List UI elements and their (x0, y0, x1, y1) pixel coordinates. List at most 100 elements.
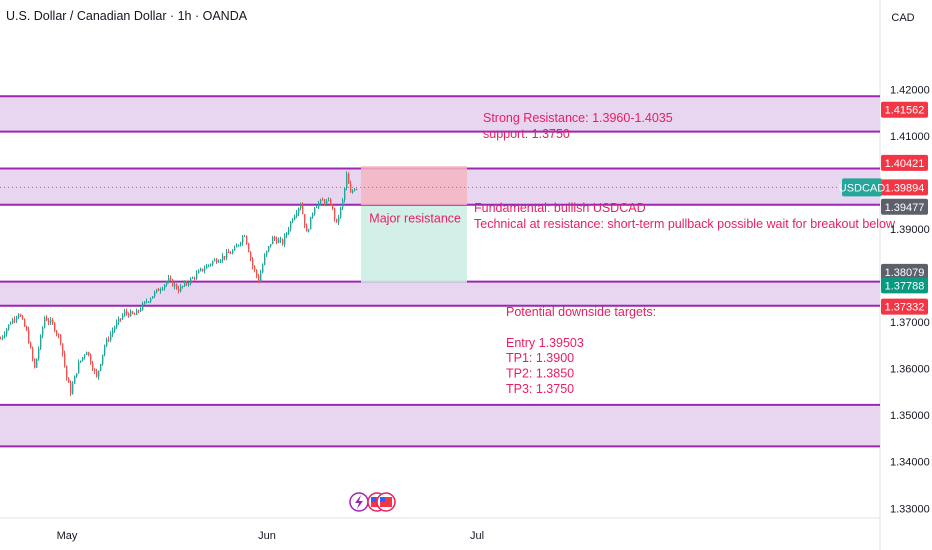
y-tick-label: 1.37000 (890, 317, 930, 329)
candle-body (4, 334, 6, 337)
candle-body (348, 174, 350, 184)
candle-body (202, 268, 204, 271)
candle-body (290, 221, 292, 230)
candle-body (342, 199, 344, 208)
candle-body (120, 318, 122, 320)
candle-body (98, 370, 100, 377)
note-resistance-line: support: 1.3750 (483, 127, 570, 141)
candle-body (54, 323, 56, 332)
x-tick-label: Jul (470, 530, 484, 542)
us-flag-canton (371, 497, 376, 502)
price-label-badge: 1.39894 (881, 179, 928, 196)
candle-body (188, 283, 190, 285)
candle-body (32, 347, 34, 359)
candle-body (68, 378, 70, 383)
candle-body (26, 326, 28, 330)
candle-body (324, 200, 326, 204)
candle-body (262, 264, 264, 273)
candle-body (14, 319, 16, 321)
candle-body (276, 239, 278, 243)
candle-body (106, 339, 108, 346)
price-badge-text: 1.37332 (885, 302, 925, 314)
candle-body (38, 348, 40, 359)
candle-body (62, 343, 64, 354)
x-tick-label: May (57, 530, 78, 542)
candle-body (214, 259, 216, 262)
candle-body (148, 301, 150, 303)
candle-body (304, 214, 306, 226)
candle-body (24, 319, 26, 327)
candle-body (60, 335, 62, 344)
candle-body (82, 357, 84, 361)
candles (0, 171, 358, 397)
candle-body (96, 371, 98, 377)
candle-body (100, 363, 102, 371)
symbol-tag-text: USDCAD (839, 182, 886, 194)
note-fundamental-line: Technical at resistance: short-term pull… (474, 217, 896, 231)
candle-body (258, 275, 260, 282)
candle-body (128, 313, 130, 317)
candle-body (46, 317, 48, 321)
candle-body (22, 316, 24, 320)
candle-body (110, 334, 112, 341)
candle-body (130, 311, 132, 317)
price-label-badge: 1.38079 (881, 263, 928, 280)
event-icons[interactable] (349, 492, 396, 512)
candle-body (160, 289, 162, 292)
candle-body (194, 277, 196, 279)
candle-body (322, 199, 324, 201)
y-tick-label: 1.39000 (890, 224, 930, 236)
candle-body (140, 309, 142, 312)
price-label-badge: 1.41562 (881, 101, 928, 118)
candle-body (36, 358, 38, 368)
candle-body (326, 200, 328, 204)
candle-body (136, 310, 138, 315)
us-flag-canton (380, 497, 385, 502)
candle-body (332, 205, 334, 209)
candle-body (242, 236, 244, 243)
candle-body (210, 264, 212, 266)
candle-body (298, 208, 300, 214)
price-badge-bg (881, 277, 928, 294)
candle-body (302, 204, 304, 215)
y-tick-label: 1.33000 (890, 503, 930, 515)
candle-body (338, 217, 340, 222)
symbol-tag: USDCAD (839, 178, 886, 197)
candle-body (184, 282, 186, 286)
chart-title: U.S. Dollar / Canadian Dollar · 1h · OAN… (6, 9, 248, 23)
price-label-badge: 1.37788 (881, 277, 928, 294)
candle-body (182, 285, 184, 287)
candle-body (10, 323, 12, 325)
price-badge-bg (881, 263, 928, 280)
candle-body (228, 251, 230, 254)
candle-body (266, 250, 268, 256)
candle-body (56, 331, 58, 335)
price-badge-bg (881, 154, 928, 171)
candle-body (344, 187, 346, 200)
candle-body (122, 315, 124, 319)
price-badge-bg (881, 198, 928, 215)
candle-body (126, 311, 128, 314)
currency-button[interactable]: CAD (891, 12, 915, 24)
candle-body (16, 317, 18, 320)
candle-body (284, 235, 286, 245)
symbol-tag-bg (842, 178, 882, 197)
candle-body (92, 363, 94, 370)
price-badge-bg (881, 298, 928, 315)
candle-body (102, 354, 104, 364)
zone-band (0, 404, 880, 447)
candle-body (292, 219, 294, 222)
candle-body (246, 235, 248, 244)
candle-body (212, 261, 214, 265)
candle-body (340, 207, 342, 218)
candle-body (74, 376, 76, 385)
candle-body (118, 318, 120, 323)
candle-body (218, 261, 220, 263)
candle-body (64, 353, 66, 366)
y-tick-label: 1.34000 (890, 457, 930, 469)
candle-body (40, 335, 42, 349)
note-target-line: Entry 1.39503 (506, 336, 584, 350)
price-badge-text: 1.40421 (885, 158, 925, 170)
note-fundamental-line: Fundamental: bullish USDCAD (474, 201, 646, 215)
